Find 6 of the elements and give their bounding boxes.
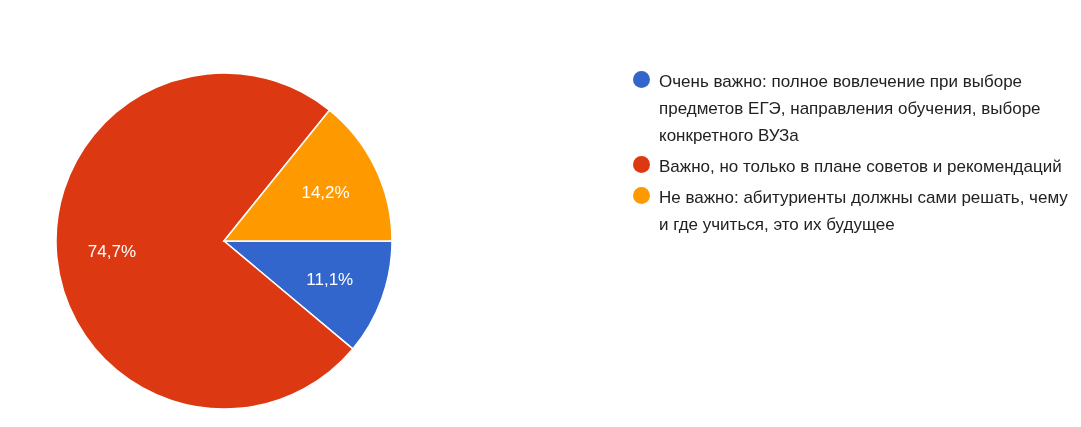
data-label: 14,2% xyxy=(301,182,350,202)
legend-label: Важно, но только в плане советов и рекомендаций xyxy=(659,156,1062,178)
data-label: 74,7% xyxy=(87,242,137,262)
legend-label: Не важно: абитуриенты должны сами решать, чему и где учиться, это их будущее xyxy=(659,187,1069,236)
data-label: 11,1% xyxy=(306,269,354,289)
legend-label: Очень важно: полное вовлечение при выборе предметов ЕГЭ, направления обучения, выборе конкретного ВУЗа xyxy=(659,71,1042,147)
